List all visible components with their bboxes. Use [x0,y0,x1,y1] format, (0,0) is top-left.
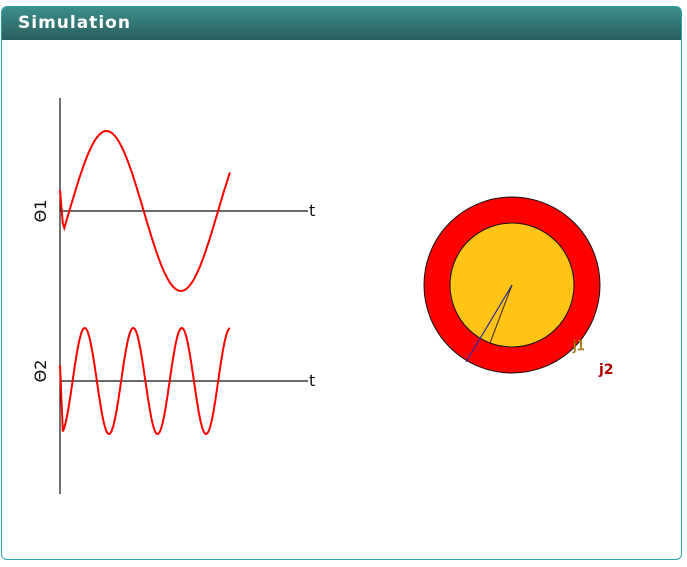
simulation-panel: Simulation Θ1 t Θ2 t [1,6,682,560]
joint1-label: j1 [572,339,585,354]
simulation-body: Θ1 t Θ2 t j1 j2 [2,40,681,559]
theta1-curve [59,129,231,293]
theta2-curve [59,326,231,436]
joint2-label: j2 [598,362,614,378]
theta1-plot: Θ1 t [31,129,315,293]
theta2-plot: Θ2 t [31,326,315,436]
theta1-axis-label: Θ1 [31,200,50,223]
simulation-canvas: Θ1 t Θ2 t j1 j2 [31,98,614,494]
theta2-axis-label: Θ2 [31,360,50,383]
theta1-t-label: t [309,201,315,220]
panel-title: Simulation [2,7,681,40]
rod-1 [489,284,513,344]
pendulum-view: j1 j2 [423,196,614,378]
theta2-t-label: t [309,371,315,390]
rod-2 [465,284,513,363]
